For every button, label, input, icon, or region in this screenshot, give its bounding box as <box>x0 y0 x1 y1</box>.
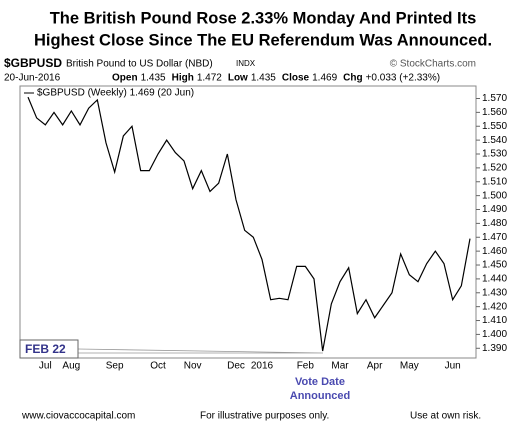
x-tick-label: Oct <box>150 361 166 372</box>
symbol: $GBPUSD <box>4 56 62 70</box>
x-tick-label: Dec <box>227 361 245 372</box>
annotation-line <box>77 348 324 354</box>
y-tick-label: 1.510 <box>482 176 507 187</box>
quote-value: +0.033 (+2.33%) <box>366 73 441 84</box>
quote-label: Chg <box>343 73 362 84</box>
y-tick-label: 1.390 <box>482 343 507 354</box>
annotation-box <box>19 339 79 359</box>
y-tick-label: 1.530 <box>482 149 507 160</box>
chart-title: The British Pound Rose 2.33% Monday And … <box>50 9 477 27</box>
y-tick-label: 1.460 <box>482 246 507 257</box>
footer: For illustrative purposes only. <box>200 411 329 422</box>
price-line <box>27 96 471 352</box>
footer: Use at own risk. <box>410 411 481 422</box>
x-tick-label: 2016 <box>251 361 274 372</box>
y-tick-label: 1.500 <box>482 190 507 201</box>
y-tick-label: 1.560 <box>482 107 507 118</box>
annotation: Vote Date <box>295 376 345 388</box>
y-tick-label: 1.450 <box>482 260 507 271</box>
x-tick-label: Aug <box>62 361 80 372</box>
plot-frame <box>19 85 477 359</box>
instrument: British Pound to US Dollar (NBD) <box>66 59 213 70</box>
y-tick-label: 1.420 <box>482 301 507 312</box>
y-tick-label: 1.490 <box>482 204 507 215</box>
annotation: FEB 22 <box>25 342 66 356</box>
y-tick-label: 1.430 <box>482 287 507 298</box>
x-tick-label: Apr <box>367 361 383 372</box>
copyright: © StockCharts.com <box>390 59 476 70</box>
quote-label: Open <box>112 73 138 84</box>
exchange: INDX <box>236 59 256 68</box>
footer: www.ciovaccocapital.com <box>21 411 135 422</box>
quote-label: High <box>172 73 194 84</box>
y-tick-label: 1.400 <box>482 329 507 340</box>
x-tick-label: Sep <box>106 361 124 372</box>
quote-value: 1.469 <box>312 73 337 84</box>
y-tick-label: 1.520 <box>482 163 507 174</box>
y-tick-label: 1.480 <box>482 218 507 229</box>
quote: Open 1.435 High 1.472 Low 1.435 Close 1.469 Chg +… <box>112 73 440 84</box>
y-tick-label: 1.410 <box>482 315 507 326</box>
legend-label: $GBPUSD (Weekly) 1.469 (20 Jun) <box>37 88 194 99</box>
chart-title: Highest Close Since The EU Referendum Wa… <box>34 31 492 49</box>
x-tick-label: May <box>400 361 419 372</box>
y-tick-label: 1.540 <box>482 135 507 146</box>
y-tick-label: 1.440 <box>482 274 507 285</box>
y-tick-label: 1.570 <box>482 93 507 104</box>
annotation: Announced <box>290 390 351 402</box>
y-tick-label: 1.470 <box>482 232 507 243</box>
x-tick-label: Feb <box>297 361 315 372</box>
quote-value: 1.435 <box>141 73 166 84</box>
quote-label: Close <box>282 73 310 84</box>
x-tick-label: Nov <box>184 361 202 372</box>
x-tick-label: Jul <box>39 361 52 372</box>
quote-value: 1.472 <box>197 73 222 84</box>
date: 20-Jun-2016 <box>4 73 61 84</box>
quote-label: Low <box>228 73 248 84</box>
x-tick-label: Mar <box>331 361 349 372</box>
quote-value: 1.435 <box>251 73 276 84</box>
x-tick-label: Jun <box>445 361 461 372</box>
y-tick-label: 1.550 <box>482 121 507 132</box>
